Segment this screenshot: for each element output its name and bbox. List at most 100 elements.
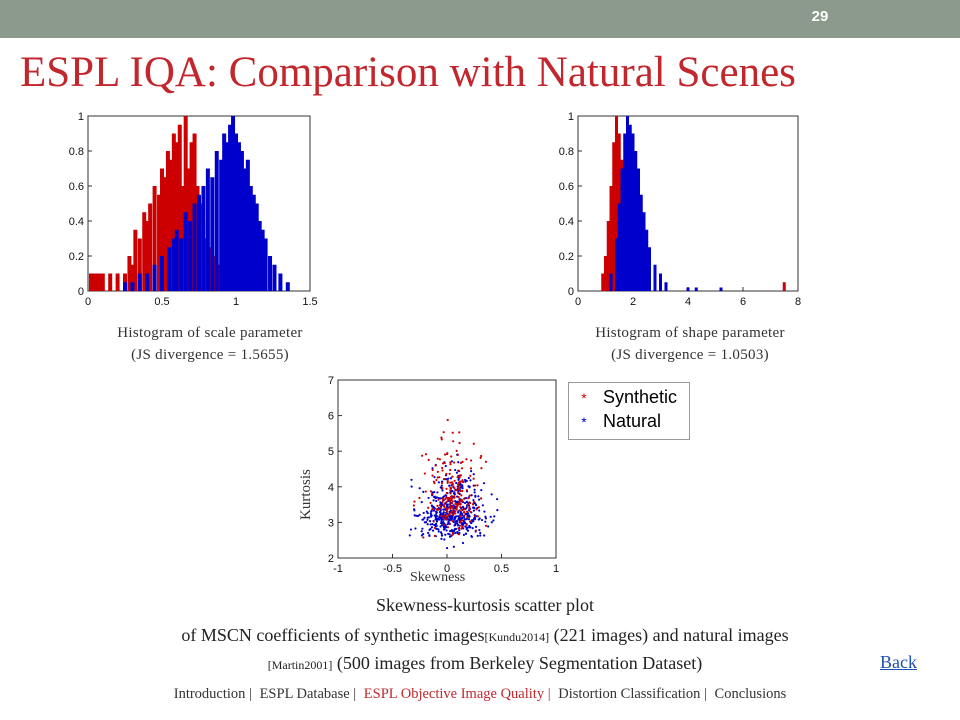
x-tick-label: 8 [795, 296, 801, 308]
scatter-point-synthetic [451, 510, 454, 513]
histogram-bar-synthetic [142, 212, 147, 291]
scatter-point-natural [440, 537, 443, 540]
scatter-point-synthetic [440, 438, 443, 441]
histogram-bar-natural [231, 116, 236, 291]
footer-link-espl-database[interactable]: ESPL Database | [259, 686, 357, 702]
scatter-point-natural [414, 527, 417, 530]
histogram-bar-natural [242, 168, 247, 291]
histogram-bar-natural [617, 203, 621, 291]
histogram-bar-natural [183, 212, 188, 291]
scatter-point-synthetic [480, 467, 483, 470]
scatter-point-natural [439, 516, 442, 520]
scatter-point-natural [428, 528, 431, 531]
histogram-bar-synthetic [88, 273, 93, 291]
histogram-bar-synthetic [183, 116, 188, 291]
scatter-point-natural [493, 515, 496, 518]
scatter-point-synthetic [443, 461, 446, 465]
histogram-bar-synthetic [162, 177, 167, 291]
histogram-bar-natural [167, 247, 172, 291]
x-tick-label: 2 [630, 296, 636, 308]
scatter-point-synthetic [423, 472, 426, 475]
scatter-point-natural [423, 521, 426, 524]
scatter-point-natural [455, 481, 458, 485]
scatter-point-synthetic [457, 533, 460, 536]
scatter-point-synthetic [456, 476, 459, 479]
x-tick-label: 1 [233, 296, 239, 308]
scatter-point-natural [472, 498, 475, 502]
scatter-point-synthetic [442, 517, 445, 520]
scatter-point-synthetic [480, 454, 483, 458]
citation-martin: [Martin2001] [267, 658, 333, 672]
scatter-point-natural [483, 534, 486, 537]
scatter-point-natural [470, 494, 473, 497]
back-link[interactable]: Back [880, 652, 917, 672]
scatter-point-natural [439, 486, 442, 489]
y-tick-label: 0.6 [559, 181, 574, 193]
histogram-bar-synthetic [108, 273, 113, 291]
scale-histogram-caption: Histogram of scale parameter (JS diverge… [70, 322, 350, 366]
histogram-bar-synthetic [160, 168, 164, 291]
description-line3: [Martin2001] (500 images from Berkeley S… [70, 653, 900, 674]
scatter-point-natural [473, 517, 477, 520]
scatter-point-natural [479, 531, 482, 535]
scatter-point-natural [464, 532, 468, 535]
scatter-point-synthetic [435, 508, 438, 511]
histogram-bar-natural [628, 124, 632, 291]
scatter-point-synthetic [460, 467, 464, 470]
scatter-point-natural [438, 515, 441, 518]
description-line1: Skewness-kurtosis scatter plot [376, 595, 594, 615]
scatter-point-synthetic [442, 505, 446, 508]
scatter-point-synthetic [474, 529, 478, 532]
scatter-point-synthetic [459, 515, 462, 518]
footer-link-distortion-classification[interactable]: Distortion Classification | [558, 686, 707, 702]
scatter-point-synthetic [446, 479, 449, 483]
scatter-point-natural [423, 516, 426, 519]
histogram-bar-natural [648, 247, 651, 291]
scatter-point-synthetic [468, 494, 471, 497]
scatter-point-natural [469, 526, 472, 529]
scatter-point-natural [461, 505, 465, 508]
scatter-point-synthetic [459, 521, 462, 524]
histogram-bar-natural [236, 142, 241, 291]
histogram-bar-synthetic [177, 124, 182, 291]
y-tick-label: 2 [328, 553, 334, 565]
histogram-bar-natural [123, 282, 127, 291]
scatter-point-natural [437, 496, 440, 500]
scatter-point-natural [430, 526, 434, 529]
description-text-a: of MSCN coefficients of synthetic images [181, 625, 485, 645]
x-tick-label: 1 [553, 563, 559, 575]
scatter-point-synthetic [444, 507, 448, 510]
scatter-point-synthetic [436, 457, 439, 460]
scatter-point-natural [435, 510, 438, 513]
histogram-bar-natural [694, 287, 698, 291]
description-text-c: (500 images from Berkeley Segmentation D… [332, 653, 703, 673]
scatter-point-natural [464, 501, 467, 505]
scatter-point-synthetic [445, 496, 448, 499]
histogram-bar-natural [664, 282, 668, 291]
histogram-bar-natural [268, 256, 273, 291]
scatter-point-synthetic [437, 498, 440, 501]
scatter-point-natural [410, 485, 413, 488]
footer-link-introduction[interactable]: Introduction | [173, 686, 252, 702]
scatter-point-synthetic [475, 508, 478, 511]
scatter-point-natural [429, 514, 433, 517]
histogram-bar-natural [130, 282, 135, 291]
scatter-point-natural [477, 518, 480, 521]
histogram-bar-synthetic [97, 273, 102, 291]
histogram-bar-natural [222, 133, 227, 291]
scatter-point-synthetic [465, 489, 468, 492]
histogram-bar-natural [192, 203, 197, 291]
scatter-point-synthetic [457, 481, 460, 484]
scatter-point-synthetic [469, 474, 472, 477]
scatter-point-natural [470, 535, 474, 538]
footer-link-conclusions[interactable]: Conclusions [714, 686, 787, 702]
footer-link-objective-quality[interactable]: ESPL Objective Image Quality | [363, 686, 551, 702]
y-tick-label: 0.4 [69, 216, 84, 228]
scatter-point-natural [427, 496, 430, 500]
scatter-legend: * Synthetic * Natural [568, 382, 690, 440]
x-tick-label: 0 [575, 296, 581, 308]
scatter-point-natural [438, 511, 442, 514]
scatter-point-natural [418, 487, 421, 490]
histogram-bar-natural [251, 194, 256, 291]
histogram-bar-natural [626, 116, 629, 291]
